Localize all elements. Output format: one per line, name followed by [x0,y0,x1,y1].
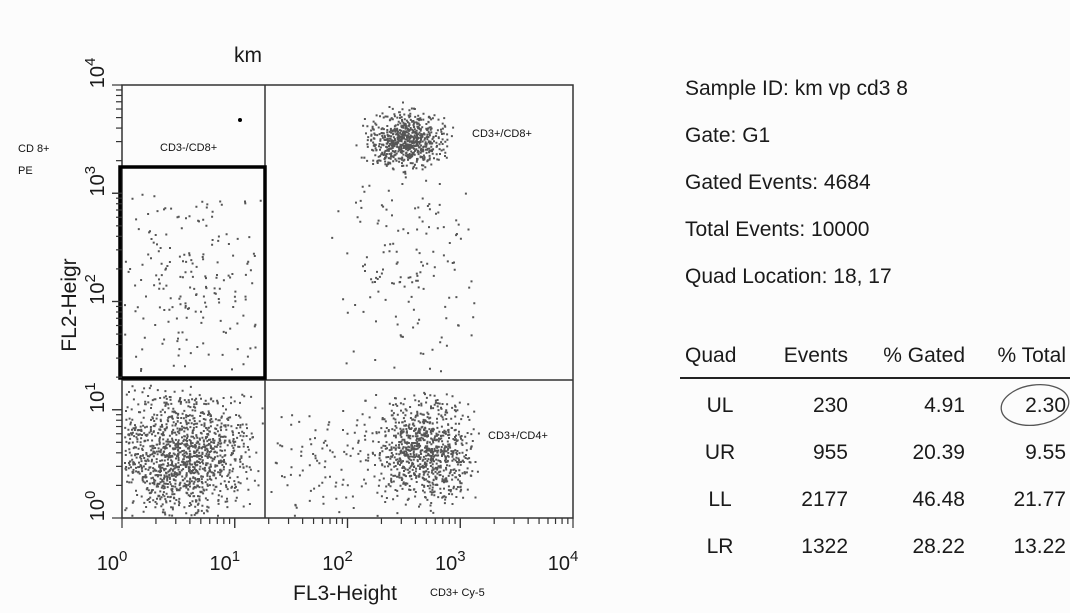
table-cell: 21.77 [1013,488,1066,511]
quadrant-label: CD3-/CD8+ [160,142,217,154]
hand-circle [1000,383,1070,427]
x-side-label: CD3+ Cy-5 [430,587,485,599]
x-axis-label: FL3-Height [293,582,397,605]
tick-base: 10 [87,499,109,521]
tick-exponent: 1 [82,382,99,390]
gate-rectangle [118,165,267,380]
table-cell: 1322 [801,535,848,558]
tick-exponent: 1 [232,548,240,565]
table-header: Events [784,344,848,367]
table-cell: LR [707,535,734,558]
y-tick-group: 102 [82,274,109,305]
tick-base: 10 [87,174,109,196]
stats-table: Quad Events % Gated % Total UL 230 4.91 2.30 UR 9… [685,344,1066,558]
x-tick-label: 100 [97,548,128,575]
table-cell: 13.22 [1013,535,1066,558]
tick-base: 10 [435,553,457,575]
quadrant-label: CD3+/CD8+ [472,128,532,140]
tick-exponent: 2 [82,274,99,282]
tick-base: 10 [209,553,231,575]
tick-base: 10 [322,553,344,575]
table-cell: 28.22 [912,535,965,558]
info-panel: Sample ID: km vp cd3 8 Gate: G1 Gated Even… [685,77,908,288]
stray-dot [238,118,242,122]
tick-exponent: 2 [344,548,352,565]
table-cell: 4.91 [924,394,965,417]
event-cloud [124,384,264,517]
info-line: Gate: G1 [685,124,770,147]
table-cell: 46.48 [912,488,965,511]
table-header: % Total [998,344,1067,367]
y-tick-group: 100 [82,491,109,522]
y-tick-group: 103 [82,166,109,197]
y-tick-label: 100 [82,491,109,522]
info-line: Gated Events: 4684 [685,171,871,194]
x-tick-label: 101 [209,548,240,575]
plot-title: km [234,44,262,67]
y-tick-group: 104 [82,58,109,89]
y-axis-label: FL2-Heigr [58,258,81,351]
table-cell: 2177 [801,488,848,511]
table-cell: 2.30 [1025,394,1066,417]
x-tick-label: 104 [548,548,579,575]
y-tick-label: 102 [82,274,109,305]
x-tick-label: 102 [322,548,353,575]
tick-exponent: 3 [457,548,465,565]
table-cell: 9.55 [1025,441,1066,464]
table-cell: 955 [813,441,848,464]
tick-base: 10 [87,391,109,413]
y-tick-label: 104 [82,58,109,89]
y-side-label: PE [18,165,33,177]
tick-base: 10 [97,553,119,575]
tick-exponent: 4 [82,58,99,66]
y-side-label: CD 8+ [18,143,50,155]
table-cell: UR [705,441,735,464]
tick-exponent: 0 [119,548,127,565]
minor-ticks [112,84,574,528]
table-header: Quad [685,344,736,367]
x-tick-label: 103 [435,548,466,575]
table-cell: 230 [813,394,848,417]
table-header: % Gated [883,344,965,367]
y-tick-group: 101 [82,382,109,413]
quadrant-label: CD3+/CD4+ [488,430,548,442]
tick-base: 10 [87,66,109,88]
info-line: Quad Location: 18, 17 [685,265,892,288]
event-cloud [355,101,455,182]
y-tick-label: 101 [82,382,109,413]
tick-exponent: 3 [82,166,99,174]
tick-base: 10 [87,283,109,305]
y-tick-label: 103 [82,166,109,197]
info-line: Total Events: 10000 [685,218,869,241]
event-clouds [124,101,480,517]
tick-exponent: 0 [82,491,99,499]
table-cell: 20.39 [912,441,965,464]
tick-exponent: 4 [570,548,578,565]
event-cloud [357,391,480,515]
tick-base: 10 [548,553,570,575]
table-cell: UL [707,394,734,417]
info-line: Sample ID: km vp cd3 8 [685,77,908,100]
table-cell: LL [708,488,731,511]
